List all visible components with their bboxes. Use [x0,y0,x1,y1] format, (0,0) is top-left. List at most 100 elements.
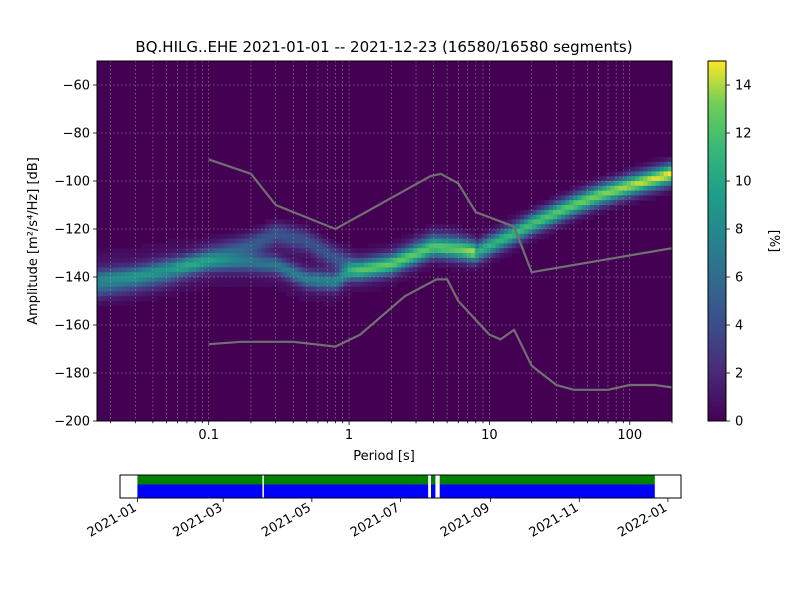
heatmap-cell [372,286,377,292]
heatmap-cell [585,214,591,220]
heatmap-cell [655,190,661,196]
heatmap-cell [154,286,160,292]
heatmap-cell [396,267,402,273]
heatmap-cell [322,262,328,268]
heatmap-cell [598,181,603,187]
heatmap-cell [248,248,254,254]
heatmap-cell [392,267,398,273]
heatmap-cell [552,229,558,235]
heatmap-cell [372,243,377,249]
heatmap-cell [335,277,340,283]
heatmap-cell [187,262,192,268]
heatmap-cell [158,267,164,273]
heatmap-cell [220,238,225,244]
heatmap-cell [281,277,287,283]
heatmap-cell [433,253,439,259]
heatmap-cell [626,166,632,172]
heatmap-cell [220,233,225,239]
heatmap-cell [491,243,496,249]
heatmap-cell [294,272,299,278]
heatmap-cell [150,248,155,254]
heatmap-cell [557,209,562,215]
heatmap-cell [400,267,406,273]
heatmap-cell [318,238,324,244]
heatmap-cell [133,286,139,292]
heatmap-cell [220,262,225,268]
heatmap-cell [236,277,242,283]
heatmap-cell [158,243,164,249]
heatmap-cell [454,229,459,235]
heatmap-cell [257,229,262,235]
heatmap-cell [199,262,205,268]
heatmap-cell [142,253,147,259]
heatmap-cell [166,257,172,263]
heatmap-cell [363,272,369,278]
heatmap-cell [298,233,303,239]
heatmap-cell [253,229,258,235]
heatmap-cell [244,257,250,263]
heatmap-cell [663,166,669,172]
heatmap-cell [310,257,316,263]
heatmap-cell [618,181,624,187]
heatmap-cell [133,281,139,287]
heatmap-cell [199,267,205,273]
x-tick-label: 100 [617,428,642,443]
heatmap-cell [129,272,135,278]
plot-frame [96,60,673,422]
heatmap-cell [635,190,640,196]
y-tick-label: −180 [54,367,90,382]
heatmap-cell [339,286,344,292]
heatmap-cell [507,238,513,244]
heatmap-cell [380,253,385,259]
heatmap-cell [150,257,155,263]
heatmap-cell [515,229,521,235]
heatmap-cell [376,267,381,273]
heatmap-cell [236,238,242,244]
heatmap-cell [622,176,628,182]
heatmap-cell [433,257,439,263]
heatmap-cell [318,291,324,297]
heatmap-cell [113,262,118,268]
heatmap-cell [117,291,123,297]
heatmap-cell [503,233,509,239]
heatmap-cell [573,205,578,211]
heatmap-cell [540,233,546,239]
heatmap-cell [380,262,385,268]
heatmap-cell [614,200,620,206]
heatmap-cell [450,229,455,235]
x-tick-label: 1 [345,428,353,443]
heatmap-cell [368,248,373,254]
heatmap-cell [450,224,455,230]
heatmap-cell [515,248,521,254]
heatmap-cell [129,253,135,259]
heatmap-cell [306,281,311,287]
heatmap-cell [470,267,476,273]
heatmap-cell [257,243,262,249]
heatmap-cell [277,233,283,239]
heatmap-cell [187,286,192,292]
heatmap-cell [643,176,648,182]
heatmap-cell [175,272,180,278]
heatmap-cell [310,281,316,287]
heatmap-cell [454,262,459,268]
heatmap-cell [277,219,283,225]
heatmap-cell [643,195,648,201]
heatmap-cell [639,161,644,167]
heatmap-cell [105,277,110,283]
heatmap-cell [257,248,262,254]
heatmap-cell [491,248,496,254]
heatmap-cell [314,243,320,249]
heatmap-cell [384,277,390,283]
heatmap-cell [146,248,151,254]
heatmap-cell [417,248,422,254]
heatmap-cell [314,248,320,254]
heatmap-cell [331,281,336,287]
heatmap-cell [507,233,513,239]
heatmap-cell [437,224,443,230]
heatmap-cell [429,262,435,268]
heatmap-cell [314,281,320,287]
heatmap-cell [113,301,118,307]
heatmap-cell [524,214,529,220]
heatmap-cell [121,296,127,302]
heatmap-cell [257,277,262,283]
